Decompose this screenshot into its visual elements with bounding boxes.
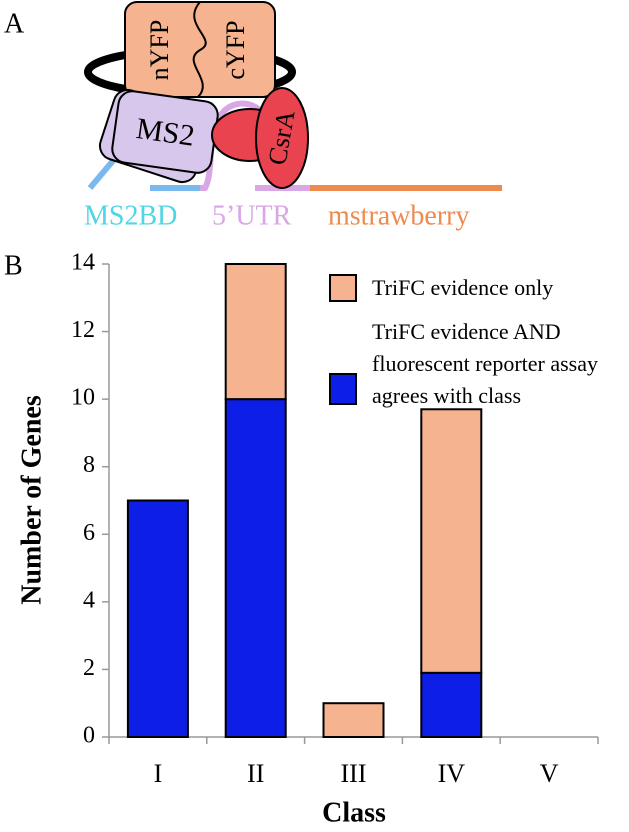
y-tick-label: 0: [83, 723, 95, 749]
panel-label: B: [4, 250, 23, 281]
mstrawberry-label: mstrawberry: [328, 200, 470, 231]
legend-swatch: [329, 373, 357, 405]
nyfp-label: nYFP: [145, 20, 174, 81]
utr-loop: [150, 100, 265, 191]
y-tick-label: 2: [83, 655, 95, 681]
ms2-label: MS2: [134, 112, 196, 153]
x-tick-label: V: [540, 759, 559, 788]
x-tick-label: I: [154, 759, 163, 788]
ms2bd-label: MS2BD: [84, 200, 177, 231]
yfp-split: [192, 1, 207, 98]
legend-swatch: [329, 274, 357, 302]
x-tick-label: IV: [438, 759, 466, 788]
x-axis-label: Class: [322, 797, 386, 828]
csra-protein: [255, 87, 309, 189]
legend-label: TriFC evidence AND fluorescent reporter …: [372, 319, 599, 408]
bar: [420, 671, 483, 738]
y-tick-label: 14: [71, 250, 95, 276]
legend-label: TriFC evidence only: [372, 275, 554, 300]
bar: [322, 702, 385, 739]
y-axis-label: Number of Genes: [16, 395, 47, 605]
cyfp-label: cYFP: [221, 20, 250, 79]
x-tick-label: III: [341, 759, 367, 788]
bar: [126, 499, 189, 738]
y-tick-label: 10: [71, 385, 95, 411]
y-tick-label: 6: [83, 520, 95, 546]
bar: [224, 398, 287, 738]
x-tick-label: II: [247, 759, 264, 788]
bar: [420, 408, 483, 674]
y-tick-label: 8: [83, 452, 95, 478]
bar: [224, 263, 287, 401]
y-tick-label: 12: [71, 317, 95, 343]
utr-label: 5’UTR: [212, 200, 292, 231]
panel-label: A: [4, 8, 25, 39]
y-tick-label: 4: [83, 587, 95, 613]
